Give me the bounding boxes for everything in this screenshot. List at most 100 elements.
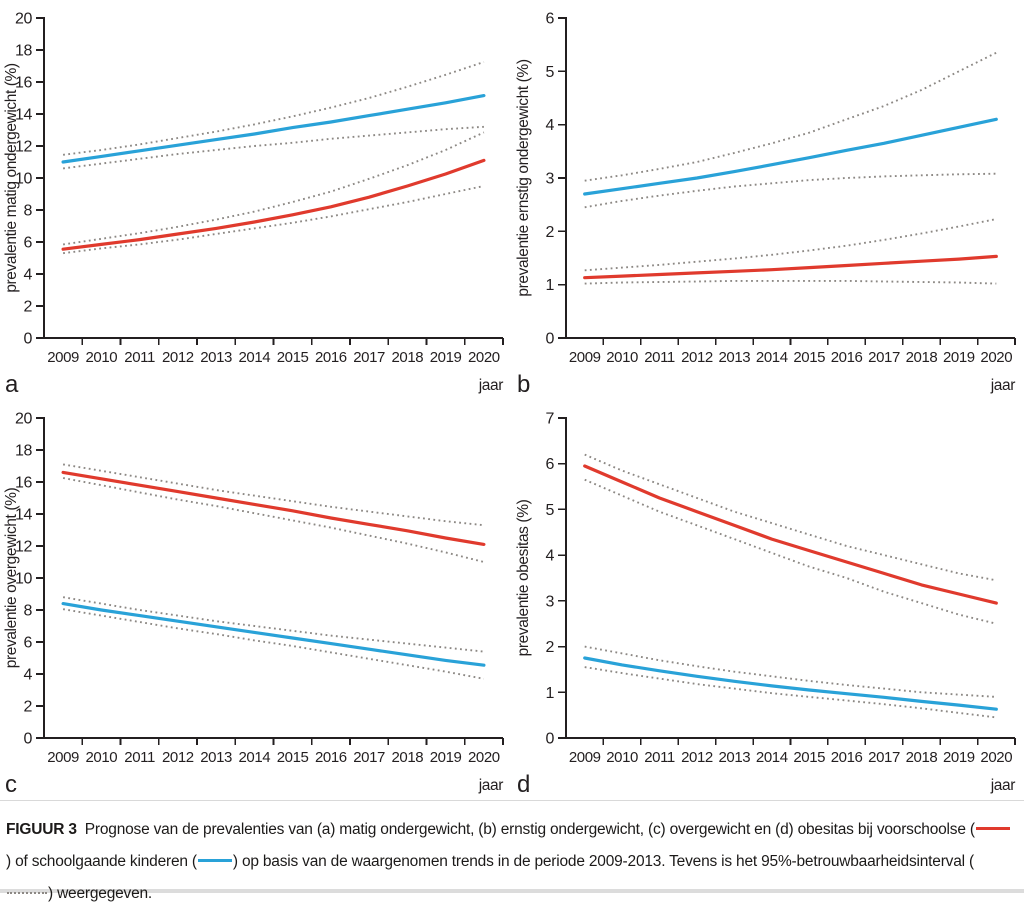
panel-a: 0 2 4 6 8 10 12 14 16 18 20 2009 2010 2011 2012 2013 201… (0, 0, 512, 400)
x-tick-label: 2017 (868, 749, 900, 766)
y-tick-label: 5 (546, 64, 555, 81)
y-axis-title: prevalentie obesitas (%) (515, 499, 532, 656)
ci-line (62, 608, 485, 680)
y-tick-label: 7 (546, 411, 555, 428)
x-tick-label: 2010 (606, 749, 638, 766)
y-axis-title: prevalentie ernstig ondergewicht (%) (515, 59, 532, 296)
y-tick-label: 0 (546, 731, 555, 748)
x-axis-title: jaar (990, 777, 1015, 794)
y-tick-label: 6 (546, 11, 555, 28)
y-tick-label: 20 (15, 11, 32, 28)
x-tick-label: 2018 (391, 749, 423, 766)
x-tick-label: 2011 (644, 349, 675, 366)
x-tick-label: 2015 (277, 749, 309, 766)
series-line (583, 464, 998, 605)
x-axis-title: jaar (990, 377, 1015, 394)
y-tick-label: 8 (24, 203, 33, 220)
y-tick-label: 4 (546, 548, 555, 565)
x-tick-label: 2011 (124, 749, 155, 766)
chart-matig-ondergewicht: 0 2 4 6 8 10 12 14 16 18 20 2009 2010 2011 2012 2013 201… (3, 11, 504, 398)
y-tick-label: 1 (546, 685, 555, 702)
x-tick-label: 2012 (162, 349, 194, 366)
x-tick-label: 2019 (943, 749, 975, 766)
y-tick-label: 8 (24, 603, 33, 620)
x-tick-label: 2016 (315, 349, 347, 366)
x-tick-label: 2009 (569, 349, 601, 366)
x-tick-label: 2010 (606, 349, 638, 366)
series-line (583, 254, 998, 280)
y-tick-label: 0 (24, 731, 33, 748)
y-tick-label: 16 (15, 475, 32, 492)
ci-line (584, 172, 997, 209)
x-tick-label: 2009 (47, 349, 79, 366)
y-tick-label: 2 (546, 224, 555, 241)
series-line (61, 158, 486, 251)
x-tick-label: 2017 (868, 349, 900, 366)
ci-line (62, 125, 484, 170)
x-tick-label: 2013 (718, 349, 750, 366)
y-tick-label: 6 (546, 456, 555, 473)
y-tick-label: 2 (24, 699, 33, 716)
x-tick-label: 2016 (831, 749, 863, 766)
panel-d: 0 1 2 3 4 5 6 7 2009 2010 2011 2012 2013 2014 2015 2016… (512, 400, 1024, 800)
x-tick-label: 2011 (124, 349, 155, 366)
x-tick-label: 2010 (85, 349, 117, 366)
x-tick-label: 2014 (238, 749, 270, 766)
series-line (583, 117, 998, 196)
x-tick-label: 2015 (793, 749, 825, 766)
ci-line (62, 131, 485, 246)
panel-letter: d (517, 771, 530, 798)
y-tick-label: 3 (546, 593, 555, 610)
y-tick-label: 12 (15, 139, 32, 156)
ci-line (62, 61, 485, 156)
y-tick-label: 18 (15, 43, 32, 60)
y-tick-label: 12 (15, 539, 32, 556)
series-line (583, 656, 998, 711)
y-tick-label: 0 (24, 331, 33, 348)
x-tick-label: 2017 (353, 749, 385, 766)
x-tick-label: 2016 (831, 349, 863, 366)
caption-text-2: ) of schoolgaande kinderen ( (6, 853, 197, 870)
y-tick-label: 4 (546, 117, 555, 134)
y-tick-label: 14 (15, 507, 32, 524)
chart-overgewicht: 0 2 4 6 8 10 12 14 16 18 20 2009 2010 2011 2012 2013 201… (3, 411, 504, 798)
y-tick-label: 18 (15, 443, 32, 460)
ci-line (584, 453, 997, 582)
y-tick-label: 6 (24, 635, 33, 652)
x-tick-label: 2018 (906, 749, 938, 766)
y-tick-label: 10 (15, 171, 32, 188)
x-axis-title: jaar (478, 377, 503, 394)
x-tick-label: 2013 (200, 749, 232, 766)
x-tick-label: 2018 (906, 349, 938, 366)
x-tick-label: 2020 (980, 749, 1012, 766)
y-tick-label: 2 (546, 639, 555, 656)
x-tick-label: 2015 (277, 349, 309, 366)
chart-obesitas: 0 1 2 3 4 5 6 7 2009 2010 2011 2012 2013 2014 2015 2016… (515, 411, 1016, 798)
panel-letter: a (5, 371, 19, 398)
ci-line (62, 596, 484, 653)
y-tick-label: 1 (546, 277, 555, 294)
y-tick-label: 5 (546, 502, 555, 519)
y-tick-label: 2 (24, 299, 33, 316)
ci-line (584, 478, 997, 625)
x-tick-label: 2020 (468, 349, 500, 366)
panel-c: 0 2 4 6 8 10 12 14 16 18 20 2009 2010 2011 2012 2013 201… (0, 400, 512, 800)
x-tick-label: 2012 (681, 349, 713, 366)
x-tick-label: 2019 (430, 349, 462, 366)
ci-line (62, 185, 485, 255)
y-axis-title: prevalentie matig ondergewicht (%) (3, 63, 20, 293)
y-tick-label: 0 (546, 331, 555, 348)
panel-b: 0 1 2 3 4 5 6 2009 2010 2011 2012 2013 2014 2015 2016 2… (512, 0, 1024, 400)
x-tick-label: 2018 (391, 349, 423, 366)
x-tick-label: 2015 (793, 349, 825, 366)
caption-text-4: ) weergegeven. (48, 885, 153, 902)
y-tick-label: 20 (15, 411, 32, 428)
ci-line (584, 218, 997, 272)
y-tick-label: 4 (24, 667, 33, 684)
x-tick-label: 2010 (85, 749, 117, 766)
x-tick-label: 2019 (943, 349, 975, 366)
series-line (61, 93, 486, 164)
x-tick-label: 2012 (681, 749, 713, 766)
x-tick-label: 2019 (430, 749, 462, 766)
x-tick-label: 2014 (756, 749, 788, 766)
